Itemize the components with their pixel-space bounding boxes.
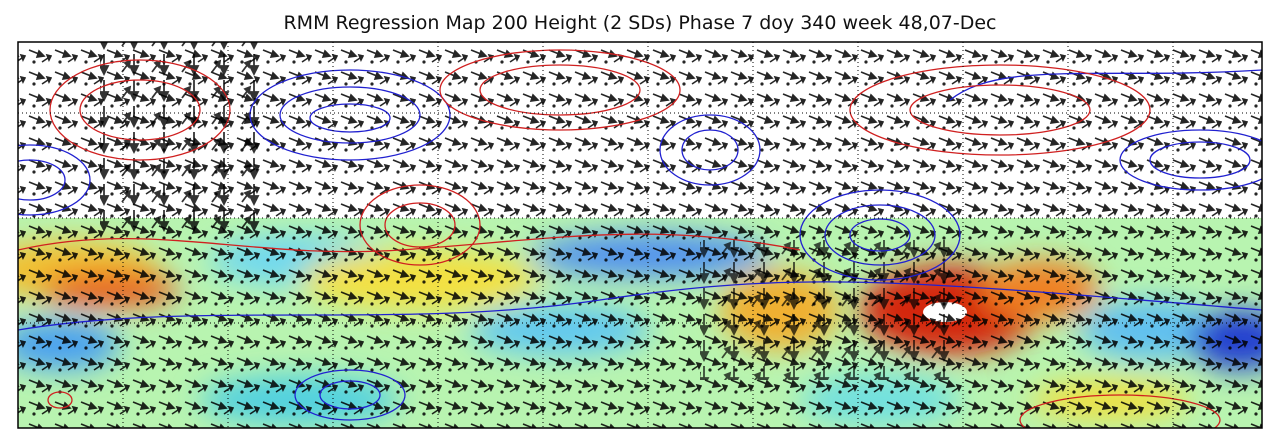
map-frame	[17, 41, 1263, 429]
wind-vectors-strong	[700, 240, 960, 380]
contours	[18, 49, 1262, 428]
map-title: RMM Regression Map 200 Height (2 SDs) Ph…	[283, 12, 997, 34]
map-field	[18, 42, 1262, 428]
graticule	[18, 42, 1262, 428]
wind-vectors-strong	[100, 42, 260, 232]
